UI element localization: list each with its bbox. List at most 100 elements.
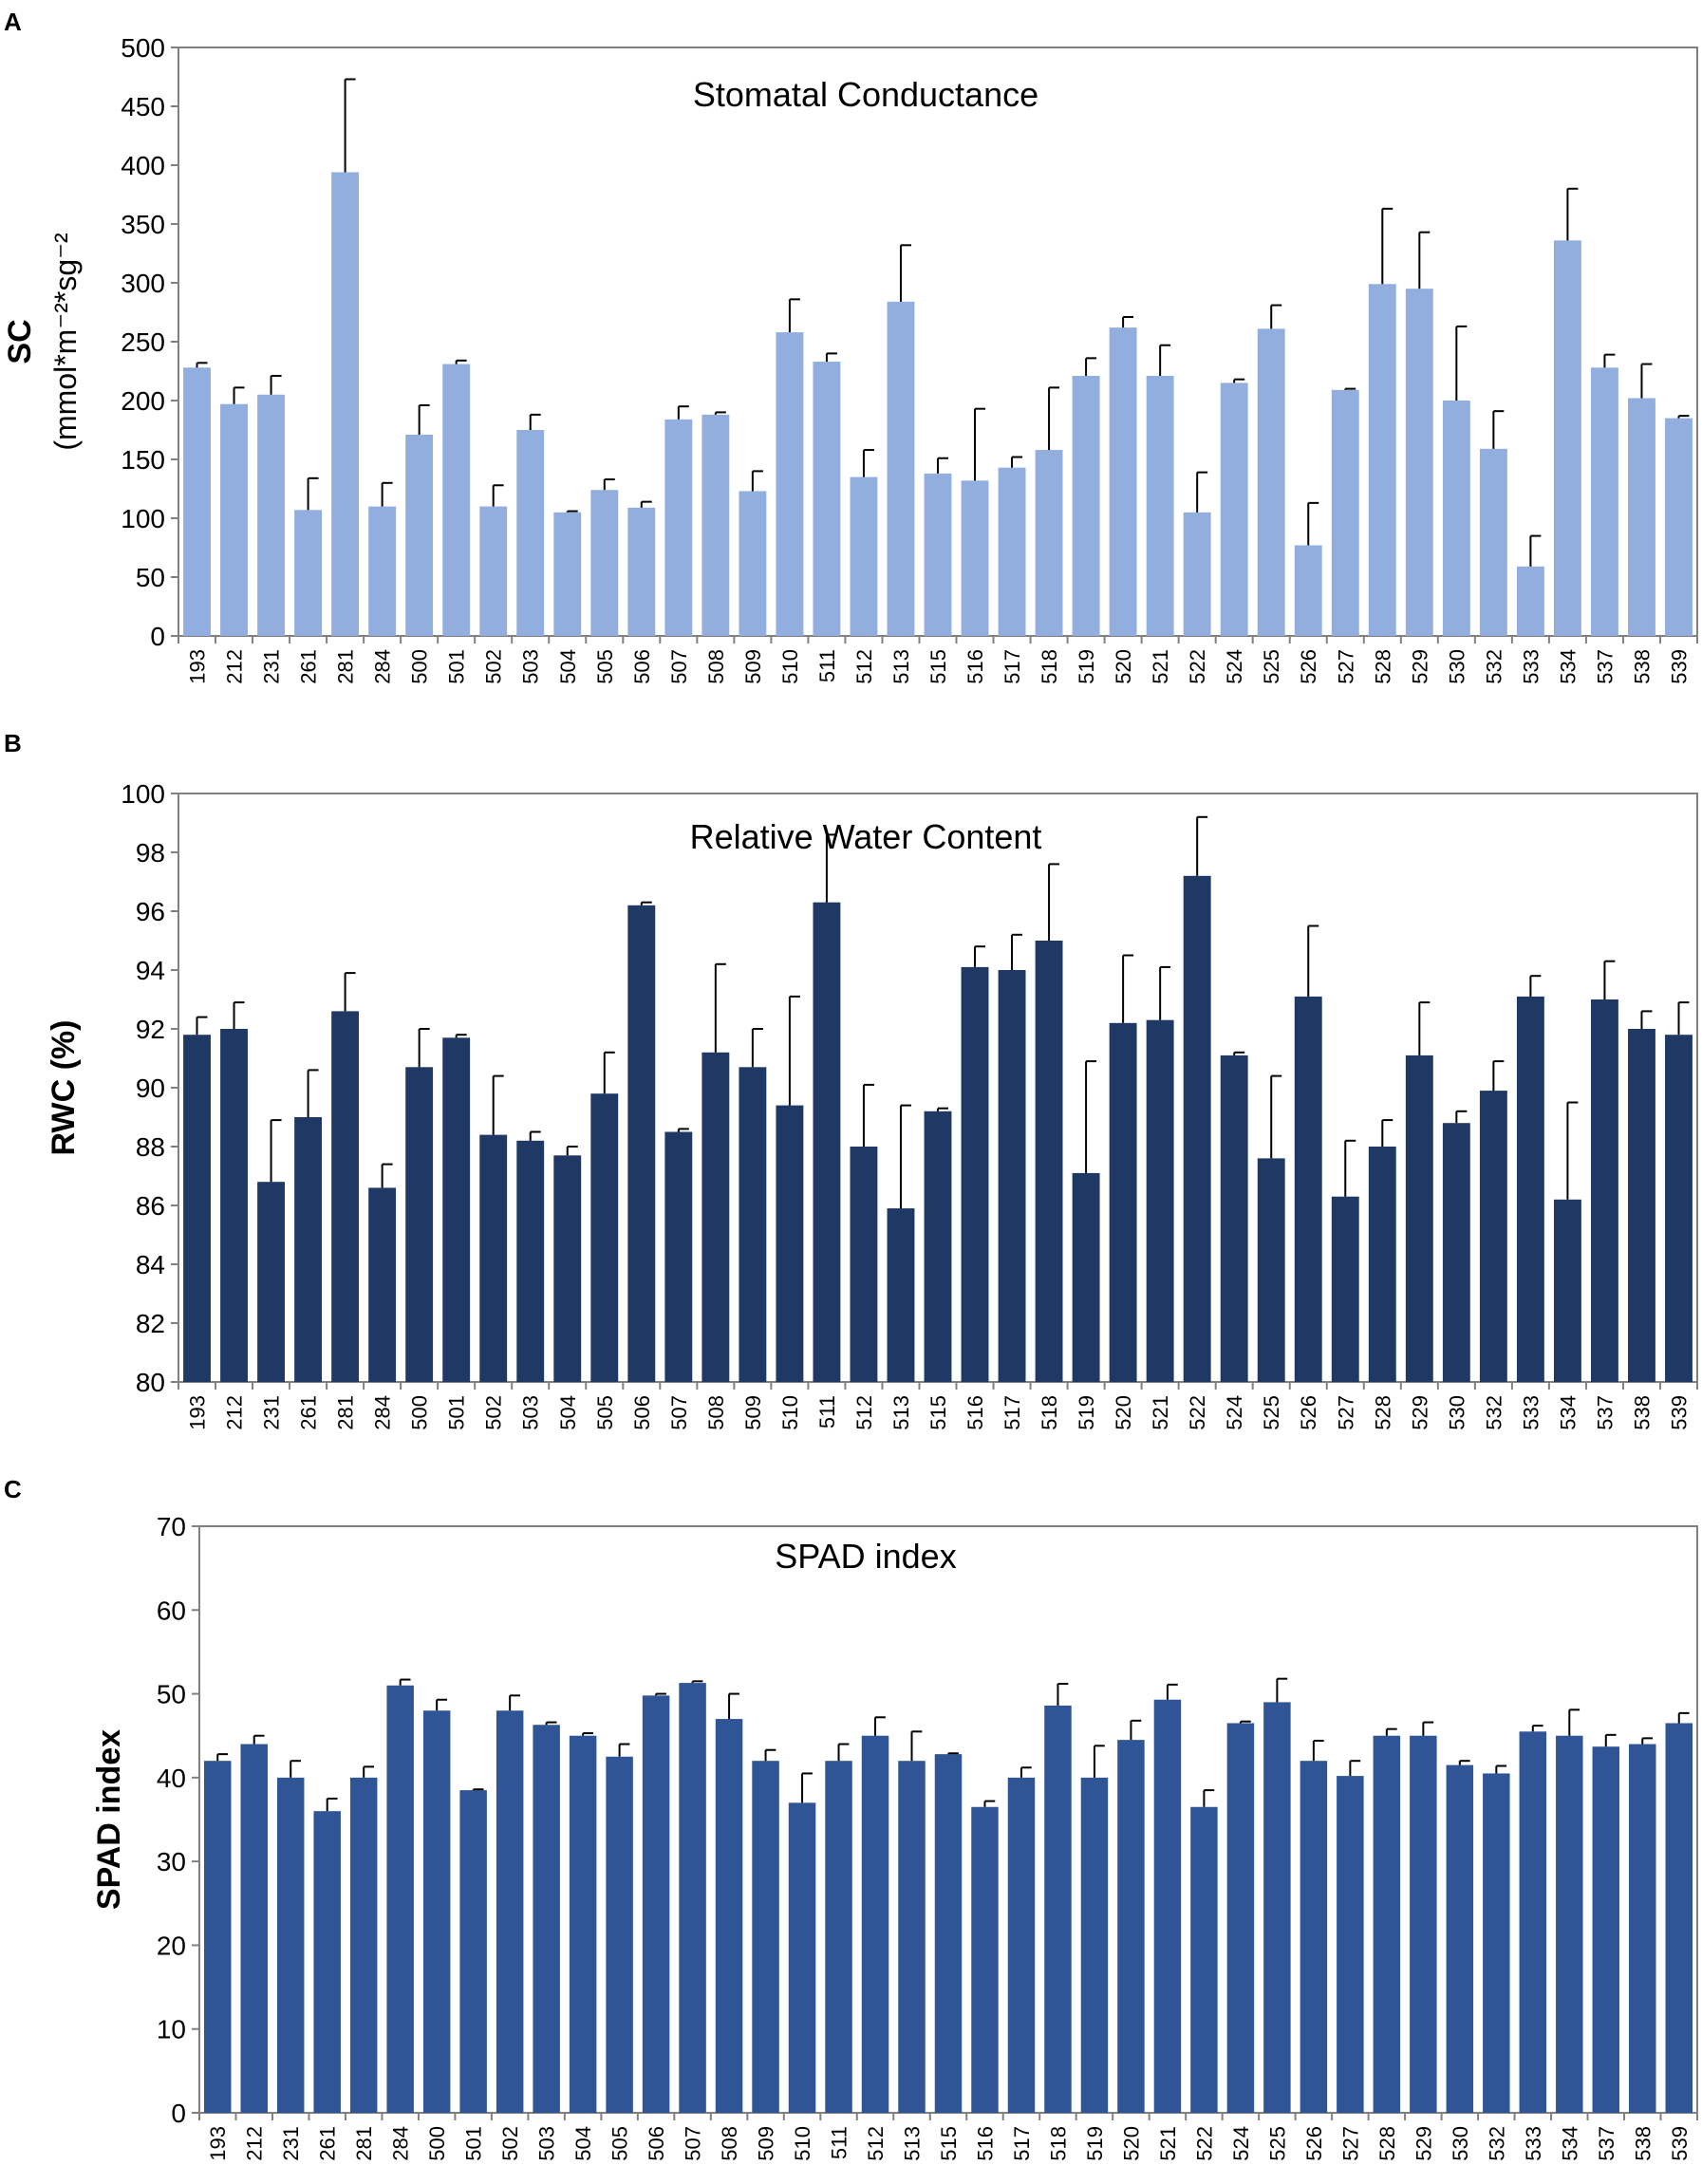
bar-501 [459, 1790, 487, 2113]
y-tick-label: 82 [136, 1309, 165, 1338]
panel-b: B Relative Water Content RWC (%) 8082848… [4, 729, 1698, 1430]
y-tick-label: 88 [136, 1132, 165, 1162]
panel-b-title: Relative Water Content [690, 817, 1042, 856]
bar-504 [553, 1155, 582, 1382]
bar-261 [313, 1811, 341, 2113]
x-tick-label-512: 512 [864, 2126, 888, 2161]
bar-519 [1072, 1172, 1100, 1382]
x-tick-label-529: 529 [1408, 649, 1431, 684]
x-tick-label-515: 515 [926, 649, 950, 684]
bar-532 [1483, 1773, 1510, 2113]
x-tick-label-511: 511 [815, 1395, 839, 1428]
x-tick-label-525: 525 [1260, 1395, 1283, 1430]
bar-539 [1665, 1035, 1693, 1382]
y-tick-label: 200 [121, 386, 165, 416]
bar-526 [1300, 1761, 1328, 2113]
bar-231 [257, 394, 285, 636]
y-tick-label: 94 [136, 956, 165, 985]
bar-512 [850, 476, 878, 636]
bar-533 [1516, 566, 1544, 636]
x-tick-label-507: 507 [667, 1395, 691, 1430]
x-tick-label-519: 519 [1075, 649, 1098, 684]
bar-519 [1072, 375, 1100, 636]
bar-527 [1331, 389, 1359, 636]
x-tick-label-518: 518 [1038, 649, 1061, 684]
bar-521 [1153, 1699, 1182, 2113]
x-tick-label-284: 284 [371, 649, 395, 684]
y-tick-label: 20 [157, 1931, 186, 1960]
panel-b-yticks: 80 82 84 86 88 90 92 94 96 98 100 [121, 779, 178, 1397]
x-tick-label-534: 534 [1556, 1395, 1580, 1430]
bar-537 [1591, 999, 1618, 1382]
bar-529 [1405, 1055, 1433, 1382]
x-tick-label-504: 504 [571, 2126, 595, 2161]
x-tick-label-193: 193 [186, 1395, 210, 1430]
bar-516 [971, 1806, 999, 2113]
bar-518 [1035, 941, 1063, 1382]
x-tick-label-530: 530 [1445, 1395, 1468, 1430]
bar-193 [204, 1761, 232, 2113]
x-tick-label-505: 505 [608, 2126, 632, 2161]
x-tick-label-284: 284 [389, 2126, 413, 2161]
bar-524 [1220, 1055, 1248, 1382]
bar-261 [294, 510, 323, 636]
bar-530 [1442, 1123, 1470, 1382]
y-tick-label: 60 [157, 1596, 186, 1625]
bar-284 [368, 506, 397, 636]
panel-a-yticks: 0 50 100 150 200 250 300 350 400 450 500 [121, 33, 178, 651]
x-tick-label-538: 538 [1630, 649, 1654, 684]
x-tick-label-537: 537 [1595, 2126, 1618, 2161]
x-tick-label-521: 521 [1149, 649, 1172, 684]
bar-518 [1035, 450, 1063, 636]
bar-520 [1109, 1022, 1137, 1382]
bar-504 [553, 512, 582, 636]
bar-505 [590, 490, 619, 636]
y-tick-label: 30 [157, 1847, 186, 1876]
x-tick-label-515: 515 [937, 2126, 961, 2161]
bar-524 [1220, 383, 1248, 636]
x-tick-label-513: 513 [901, 2126, 925, 2161]
x-tick-label-526: 526 [1302, 2126, 1326, 2161]
bar-518 [1044, 1705, 1072, 2113]
x-tick-label-516: 516 [963, 649, 987, 684]
y-tick-label: 250 [121, 327, 165, 357]
x-tick-label-517: 517 [1001, 649, 1024, 684]
y-tick-label: 98 [136, 838, 165, 868]
bar-532 [1479, 1091, 1507, 1382]
bar-512 [850, 1147, 878, 1382]
x-tick-label-510: 510 [778, 649, 802, 684]
y-tick-label: 300 [121, 269, 165, 298]
panel-a-bars [183, 78, 1693, 637]
bar-520 [1117, 1740, 1145, 2113]
x-tick-label-503: 503 [519, 649, 543, 684]
x-tick-label-527: 527 [1338, 2126, 1362, 2161]
x-tick-label-231: 231 [260, 649, 284, 684]
bar-525 [1257, 1158, 1285, 1382]
bar-515 [924, 1111, 952, 1382]
bar-231 [257, 1182, 285, 1382]
x-tick-label-504: 504 [556, 649, 580, 684]
y-tick-label: 350 [121, 210, 165, 239]
x-tick-label-521: 521 [1149, 1395, 1172, 1430]
bar-510 [788, 1802, 816, 2113]
x-tick-label-532: 532 [1485, 2126, 1508, 2161]
y-tick-label: 86 [136, 1191, 165, 1221]
bar-212 [220, 1029, 248, 1382]
x-tick-label-510: 510 [778, 1395, 802, 1430]
bar-527 [1331, 1196, 1359, 1382]
x-tick-label-526: 526 [1297, 649, 1320, 684]
bar-506 [627, 905, 656, 1382]
bar-529 [1410, 1735, 1437, 2113]
x-tick-label-522: 522 [1192, 2126, 1216, 2161]
bar-537 [1591, 367, 1618, 636]
x-tick-label-521: 521 [1156, 2126, 1180, 2161]
x-tick-label-538: 538 [1630, 1395, 1654, 1430]
x-tick-label-502: 502 [482, 1395, 506, 1430]
x-tick-label-509: 509 [741, 1395, 765, 1430]
y-tick-label: 90 [136, 1073, 165, 1103]
panel-b-ylabel: RWC (%) [46, 1020, 82, 1156]
x-tick-label-530: 530 [1449, 2126, 1472, 2161]
x-tick-label-212: 212 [223, 1395, 247, 1430]
x-tick-label-504: 504 [556, 1395, 580, 1430]
x-tick-label-261: 261 [316, 2126, 340, 2161]
